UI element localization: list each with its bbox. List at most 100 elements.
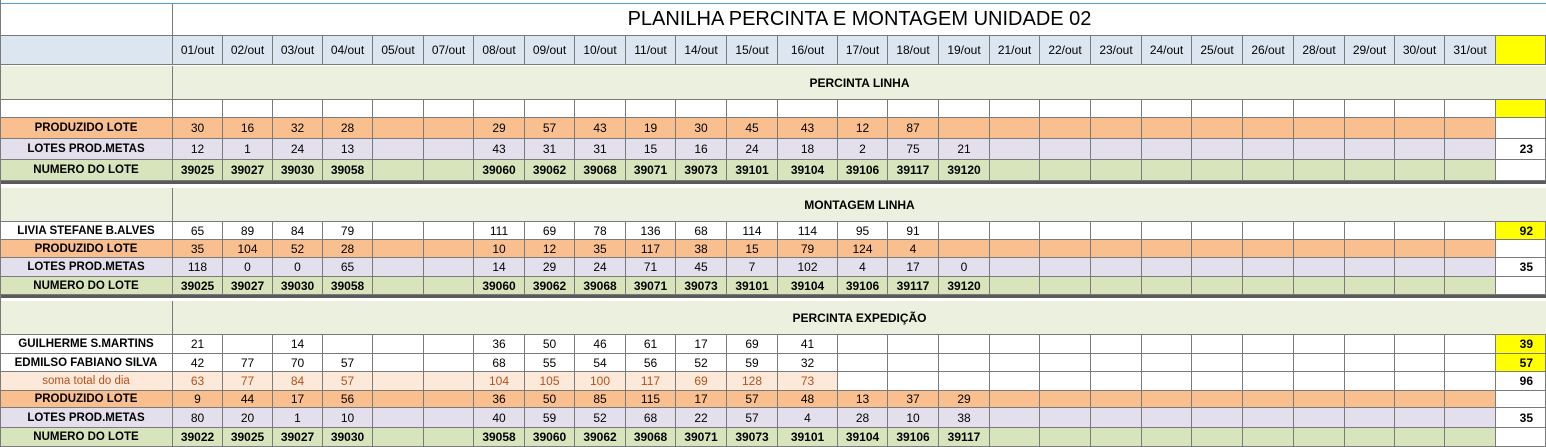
data-cell[interactable]: 39030	[273, 277, 323, 295]
data-cell[interactable]	[1445, 277, 1496, 295]
data-cell[interactable]	[1345, 277, 1395, 295]
data-cell[interactable]: 57	[727, 408, 778, 428]
data-cell[interactable]: 23	[1496, 139, 1546, 160]
data-cell[interactable]: 19	[626, 118, 676, 139]
data-cell[interactable]	[223, 335, 273, 354]
data-cell[interactable]	[1243, 354, 1294, 372]
data-cell[interactable]: 39068	[626, 428, 676, 447]
data-cell[interactable]	[990, 372, 1040, 391]
data-cell[interactable]: 24	[727, 139, 778, 160]
data-cell[interactable]: 39068	[575, 277, 626, 295]
data-cell[interactable]	[1445, 372, 1496, 391]
data-cell[interactable]	[990, 335, 1040, 354]
data-cell[interactable]	[990, 160, 1040, 181]
data-cell[interactable]	[1142, 258, 1192, 277]
data-cell[interactable]	[1040, 160, 1091, 181]
data-cell[interactable]	[1091, 428, 1142, 447]
data-cell[interactable]: 39071	[676, 428, 727, 447]
data-cell[interactable]: 30	[173, 118, 223, 139]
data-cell[interactable]	[1142, 240, 1192, 258]
data-cell[interactable]: 39062	[575, 428, 626, 447]
data-cell[interactable]: 46	[575, 335, 626, 354]
data-cell[interactable]	[1192, 118, 1243, 139]
data-cell[interactable]	[1040, 100, 1091, 118]
data-cell[interactable]	[939, 240, 990, 258]
data-cell[interactable]: 68	[676, 222, 727, 240]
data-cell[interactable]	[1142, 160, 1192, 181]
data-cell[interactable]	[1445, 391, 1496, 408]
data-cell[interactable]: 39027	[273, 428, 323, 447]
data-cell[interactable]	[1445, 408, 1496, 428]
data-cell[interactable]: 57	[323, 372, 373, 391]
data-cell[interactable]: 14	[273, 335, 323, 354]
data-cell[interactable]: 29	[474, 118, 525, 139]
data-cell[interactable]	[424, 100, 474, 118]
date-header-cell[interactable]: 17/out	[838, 36, 888, 65]
data-cell[interactable]: 70	[273, 354, 323, 372]
data-cell[interactable]: 17	[273, 391, 323, 408]
data-cell[interactable]	[1445, 222, 1496, 240]
data-cell[interactable]	[1091, 391, 1142, 408]
data-cell[interactable]: 57	[1496, 354, 1546, 372]
data-cell[interactable]: 45	[727, 118, 778, 139]
data-cell[interactable]: 77	[223, 372, 273, 391]
data-cell[interactable]: 114	[727, 222, 778, 240]
data-cell[interactable]: 9	[173, 391, 223, 408]
data-cell[interactable]	[1040, 354, 1091, 372]
data-cell[interactable]	[1345, 139, 1395, 160]
data-cell[interactable]: 118	[173, 258, 223, 277]
data-cell[interactable]	[1395, 222, 1445, 240]
data-cell[interactable]: 50	[525, 335, 575, 354]
data-cell[interactable]: 39058	[323, 160, 373, 181]
data-cell[interactable]	[373, 118, 424, 139]
data-cell[interactable]: 65	[173, 222, 223, 240]
data-cell[interactable]	[1091, 258, 1142, 277]
data-cell[interactable]	[1496, 240, 1546, 258]
data-cell[interactable]	[1445, 240, 1496, 258]
data-cell[interactable]: 54	[575, 354, 626, 372]
data-cell[interactable]	[676, 100, 727, 118]
data-cell[interactable]	[1192, 428, 1243, 447]
data-cell[interactable]: 39104	[778, 160, 838, 181]
data-cell[interactable]	[1142, 428, 1192, 447]
data-cell[interactable]	[1192, 277, 1243, 295]
data-cell[interactable]	[1091, 160, 1142, 181]
data-cell[interactable]	[1496, 428, 1546, 447]
data-cell[interactable]: 16	[223, 118, 273, 139]
data-cell[interactable]	[1142, 335, 1192, 354]
data-cell[interactable]	[525, 100, 575, 118]
data-cell[interactable]: 84	[273, 222, 323, 240]
data-cell[interactable]	[1294, 335, 1345, 354]
data-cell[interactable]: 136	[626, 222, 676, 240]
data-cell[interactable]: 0	[939, 258, 990, 277]
data-cell[interactable]	[424, 118, 474, 139]
data-cell[interactable]	[1142, 408, 1192, 428]
data-cell[interactable]	[1345, 160, 1395, 181]
data-cell[interactable]	[424, 391, 474, 408]
data-cell[interactable]: 77	[223, 354, 273, 372]
data-cell[interactable]: 45	[676, 258, 727, 277]
data-cell[interactable]	[373, 335, 424, 354]
data-cell[interactable]: 39101	[778, 428, 838, 447]
data-cell[interactable]	[1192, 240, 1243, 258]
data-cell[interactable]: 52	[676, 354, 727, 372]
data-cell[interactable]: 71	[626, 258, 676, 277]
data-cell[interactable]	[1192, 139, 1243, 160]
data-cell[interactable]	[1192, 408, 1243, 428]
data-cell[interactable]: 7	[727, 258, 778, 277]
data-cell[interactable]	[1345, 118, 1395, 139]
data-cell[interactable]	[1445, 258, 1496, 277]
data-cell[interactable]: 114	[778, 222, 838, 240]
data-cell[interactable]: 10	[888, 408, 939, 428]
data-cell[interactable]: 39104	[778, 277, 838, 295]
data-cell[interactable]	[1445, 118, 1496, 139]
data-cell[interactable]	[1091, 354, 1142, 372]
data-cell[interactable]	[373, 139, 424, 160]
data-cell[interactable]	[888, 335, 939, 354]
header-corner[interactable]	[0, 36, 173, 65]
date-header-cell[interactable]: 02/out	[223, 36, 273, 65]
data-cell[interactable]: 102	[778, 258, 838, 277]
data-cell[interactable]: 78	[575, 222, 626, 240]
data-cell[interactable]	[1142, 100, 1192, 118]
data-cell[interactable]: 50	[525, 391, 575, 408]
